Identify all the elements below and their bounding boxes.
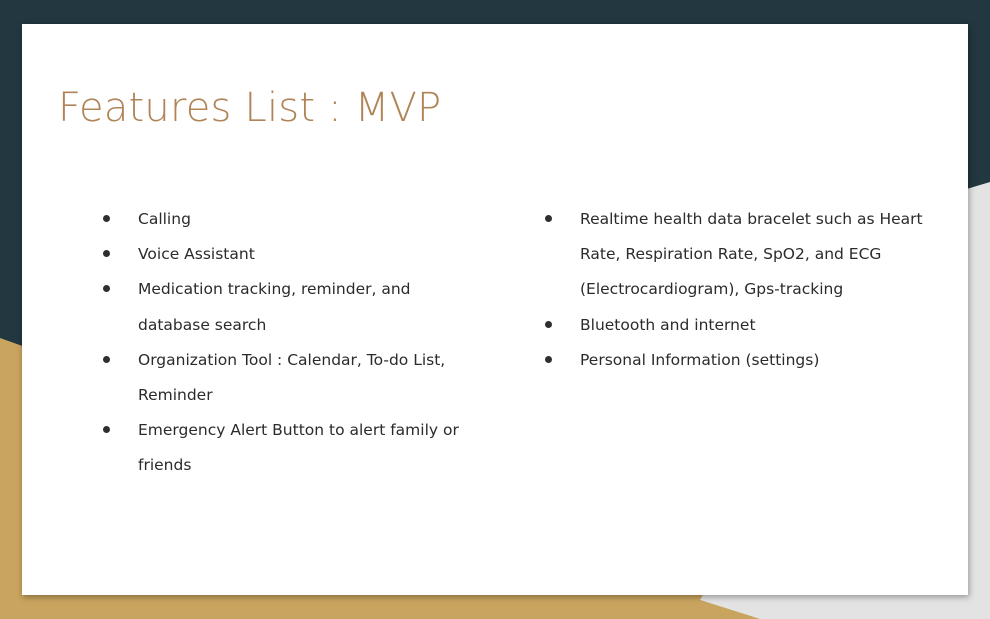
bullet-icon [103, 215, 110, 222]
bullet-icon [103, 426, 110, 434]
list-item: Calling [100, 202, 470, 237]
slide-title: Features List : MVP [58, 85, 442, 131]
bullet-icon [103, 250, 110, 258]
list-item-text: Medication tracking, reminder, and datab… [138, 280, 411, 334]
bullet-icon [103, 285, 110, 293]
list-item-text: Realtime health data bracelet such as He… [580, 210, 923, 299]
bullet-icon [103, 355, 110, 363]
list-item: Emergency Alert Button to alert family o… [100, 413, 470, 483]
list-item-text: Bluetooth and internet [580, 315, 756, 334]
bullet-icon [545, 320, 552, 328]
list-item: Realtime health data bracelet such as He… [542, 202, 952, 308]
list-item-text: Voice Assistant [138, 245, 255, 264]
slide-card: Features List : MVP Calling Voice Assist… [22, 24, 968, 595]
list-item: Personal Information (settings) [542, 343, 952, 378]
list-item-text: Organization Tool : Calendar, To-do List… [138, 350, 446, 405]
list-item-text: Personal Information (settings) [580, 350, 820, 369]
list-item: Bluetooth and internet [542, 308, 952, 343]
list-item: Medication tracking, reminder, and datab… [100, 272, 470, 342]
list-item-text: Calling [138, 210, 191, 228]
list-item: Voice Assistant [100, 237, 470, 272]
features-list-right: Realtime health data bracelet such as He… [542, 202, 952, 378]
bullet-icon [545, 355, 552, 363]
list-item-text: Emergency Alert Button to alert family o… [138, 421, 459, 475]
features-list-left: Calling Voice Assistant Medication track… [100, 202, 470, 484]
bullet-icon [545, 215, 552, 222]
list-item: Organization Tool : Calendar, To-do List… [100, 343, 470, 413]
